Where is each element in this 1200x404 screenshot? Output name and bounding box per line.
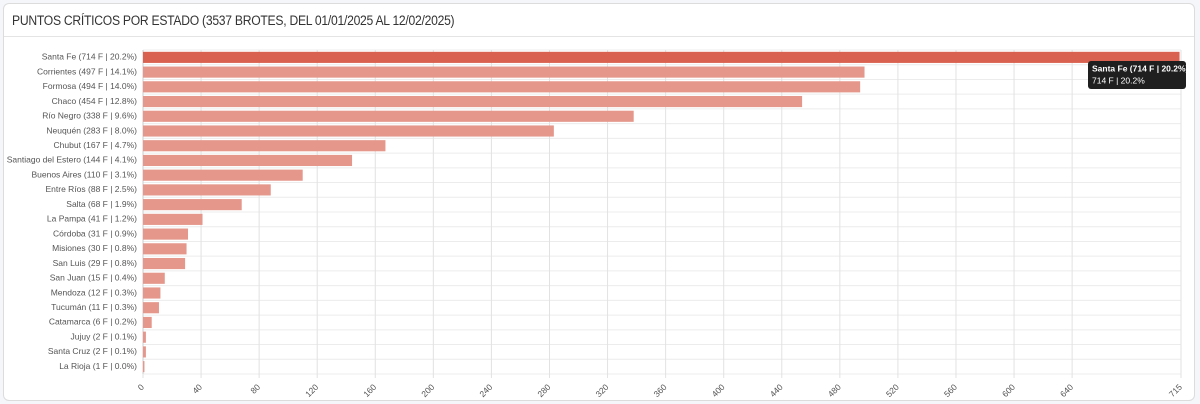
bar bbox=[143, 331, 146, 343]
bar bbox=[143, 169, 303, 181]
x-tick-label: 560 bbox=[942, 382, 959, 399]
y-tick-label: La Rioja (1 F | 0.0%) bbox=[59, 361, 137, 371]
y-tick-label: San Juan (15 F | 0.4%) bbox=[50, 273, 137, 283]
bar bbox=[143, 51, 1180, 63]
x-tick-label: 240 bbox=[477, 382, 494, 399]
y-tick-label: Santa Cruz (2 F | 0.1%) bbox=[48, 346, 137, 356]
bar bbox=[143, 110, 634, 122]
tooltip-title: Santa Fe (714 F | 20.2%) bbox=[1092, 63, 1189, 73]
bar bbox=[143, 140, 386, 152]
y-tick-label: Mendoza (12 F | 0.3%) bbox=[51, 287, 137, 297]
y-tick-label: Buenos Aires (110 F | 3.1%) bbox=[31, 169, 137, 179]
bar bbox=[143, 199, 242, 211]
bar bbox=[143, 302, 159, 314]
bar bbox=[143, 272, 165, 284]
bar bbox=[143, 184, 271, 196]
chart-title: PUNTOS CRÍTICOS POR ESTADO (3537 BROTES,… bbox=[12, 13, 455, 28]
y-tick-label: Chubut (167 F | 4.7%) bbox=[54, 140, 138, 150]
y-tick-label: Salta (68 F | 1.9%) bbox=[66, 199, 137, 209]
bar bbox=[143, 81, 861, 93]
y-tick-label: Santiago del Estero (144 F | 4.1%) bbox=[7, 155, 137, 165]
y-tick-label: Neuquén (283 F | 8.0%) bbox=[46, 125, 137, 135]
x-tick-label: 160 bbox=[361, 382, 378, 399]
x-tick-label: 600 bbox=[1000, 382, 1017, 399]
x-tick-label: 400 bbox=[710, 382, 727, 399]
x-tick-label: 80 bbox=[248, 382, 262, 396]
bar bbox=[143, 287, 161, 299]
bar bbox=[143, 154, 353, 167]
bar bbox=[143, 257, 186, 270]
bar bbox=[143, 228, 189, 240]
separator bbox=[4, 36, 1194, 37]
bar bbox=[143, 213, 203, 225]
y-tick-label: Tucumán (11 F | 0.3%) bbox=[51, 302, 137, 312]
x-tick-label: 715 bbox=[1167, 382, 1184, 399]
bar bbox=[143, 243, 187, 255]
y-tick-label: La Pampa (41 F | 1.2%) bbox=[47, 214, 137, 224]
bar bbox=[143, 66, 865, 78]
y-tick-label: Misiones (30 F | 0.8%) bbox=[52, 243, 137, 253]
x-tick-label: 0 bbox=[136, 382, 147, 393]
y-tick-label: Córdoba (31 F | 0.9%) bbox=[53, 228, 137, 238]
x-tick-label: 360 bbox=[652, 382, 669, 399]
x-tick-label: 280 bbox=[535, 382, 552, 399]
tooltip-body: 714 F | 20.2% bbox=[1092, 75, 1145, 85]
x-tick-label: 520 bbox=[884, 382, 901, 399]
bar bbox=[143, 346, 146, 358]
y-tick-label: Corrientes (497 F | 14.1%) bbox=[37, 66, 137, 76]
y-tick-label: Entre Ríos (88 F | 2.5%) bbox=[46, 184, 138, 194]
y-tick-label: Formosa (494 F | 14.0%) bbox=[43, 81, 137, 91]
bar bbox=[143, 316, 152, 329]
y-tick-label: San Luis (29 F | 0.8%) bbox=[53, 258, 138, 268]
y-tick-label: Río Negro (338 F | 9.6%) bbox=[42, 111, 137, 121]
bar bbox=[143, 125, 554, 137]
bar bbox=[143, 361, 145, 373]
y-tick-label: Chaco (454 F | 12.8%) bbox=[52, 96, 138, 106]
x-tick-label: 200 bbox=[419, 382, 436, 399]
y-tick-label: Santa Fe (714 F | 20.2%) bbox=[42, 52, 137, 62]
x-tick-label: 480 bbox=[826, 382, 843, 399]
x-tick-label: 40 bbox=[190, 382, 204, 396]
y-tick-label: Jujuy (2 F | 0.1%) bbox=[71, 331, 138, 341]
x-tick-label: 640 bbox=[1058, 382, 1075, 399]
x-tick-label: 320 bbox=[593, 382, 610, 399]
y-tick-label: Catamarca (6 F | 0.2%) bbox=[49, 317, 137, 327]
bar bbox=[143, 95, 803, 108]
x-tick-label: 440 bbox=[768, 382, 785, 399]
tooltip-box bbox=[1088, 61, 1186, 89]
x-tick-label: 120 bbox=[303, 382, 320, 399]
